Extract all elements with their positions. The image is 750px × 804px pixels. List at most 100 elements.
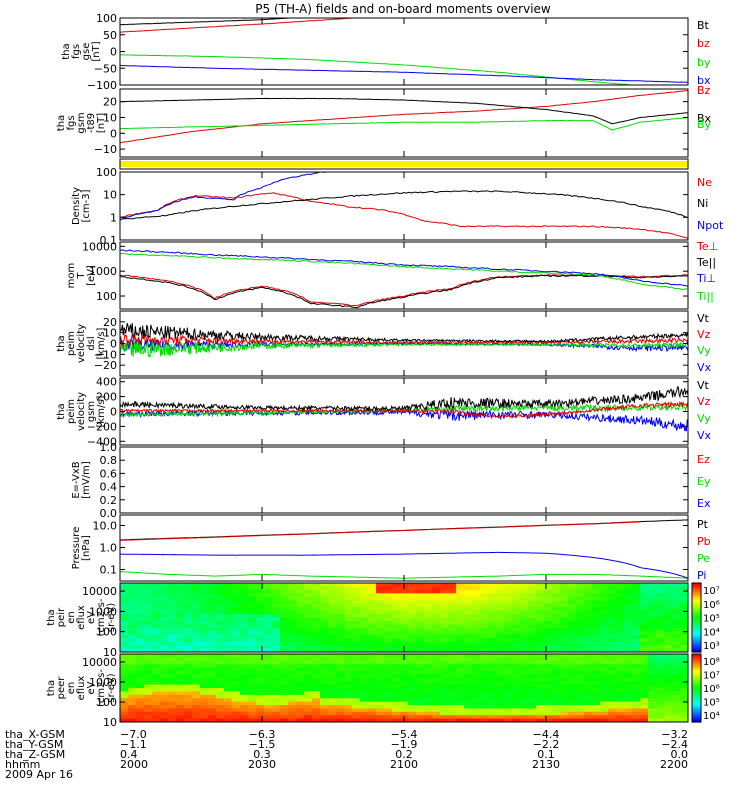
spectrogram-cell (144, 701, 153, 706)
spectrogram-cell (440, 648, 449, 652)
spectrogram-cell (288, 711, 297, 716)
spectrogram-cell (192, 711, 201, 716)
spectrogram-cell (128, 698, 137, 703)
spectrogram-cell (400, 671, 409, 675)
spectrogram-cell (592, 681, 601, 686)
spectrogram-cell (680, 677, 688, 682)
spectrogram-cell (568, 681, 577, 686)
spectrogram-cell (672, 705, 681, 709)
spectrogram-cell (192, 620, 201, 625)
spectrogram-cell (640, 677, 649, 682)
spectrogram-cell (440, 583, 449, 588)
spectrogram-cell (120, 638, 129, 643)
spectrogram-cell (488, 708, 497, 713)
colorbar-tick-label: 10³ (703, 641, 720, 652)
spectrogram-cell (408, 684, 417, 689)
spectrogram-cell (648, 681, 657, 686)
spectrogram-cell (168, 667, 177, 672)
spectrogram-cell (192, 694, 201, 699)
spectrogram-cell (480, 607, 489, 612)
spectrogram-cell (232, 583, 241, 588)
spectrogram-cell (296, 583, 305, 588)
spectrogram-cell (464, 718, 473, 722)
spectrogram-cell (592, 694, 601, 699)
spectrogram-cell (280, 674, 289, 679)
spectrogram-cell (680, 654, 688, 658)
spectrogram-cell (344, 620, 353, 625)
spectrogram-cell (296, 657, 305, 662)
spectrogram-cell (208, 631, 217, 636)
spectrogram-cell (360, 660, 369, 665)
spectrogram-cell (672, 641, 681, 646)
spectrogram-cell (360, 711, 369, 716)
spectrogram-cell (384, 688, 393, 692)
y-tick-label: 100 (96, 626, 117, 639)
y-tick-label: −10 (94, 143, 117, 156)
spectrogram-cell (432, 681, 441, 686)
spectrogram-cell (128, 593, 137, 598)
spectrogram-cell (464, 596, 473, 601)
spectrogram-cell (232, 627, 241, 632)
spectrogram-cell (232, 614, 241, 619)
spectrogram-cell (664, 641, 673, 646)
spectrogram-cell (456, 583, 465, 588)
spectrogram-cell (320, 641, 329, 646)
spectrogram-cell (432, 610, 441, 615)
spectrogram-cell (200, 638, 209, 643)
spectrogram-cell (560, 589, 569, 594)
spectrogram-cell (432, 603, 441, 608)
spectrogram-cell (256, 705, 265, 709)
spectrogram-cell (344, 600, 353, 605)
spectrogram-cell (504, 698, 513, 703)
spectrogram-cell (608, 603, 617, 608)
spectrogram-cell (544, 698, 553, 703)
spectrogram-cell (120, 694, 129, 699)
spectrogram-cell (680, 634, 688, 639)
spectrogram-cell (608, 600, 617, 605)
spectrogram-cell (320, 701, 329, 706)
spectrogram-cell (496, 586, 505, 591)
spectrogram-cell (576, 583, 585, 588)
spectrogram-cell (200, 667, 209, 672)
spectrogram-cell (520, 715, 529, 720)
spectrogram-cell (488, 634, 497, 639)
spectrogram-cell (672, 681, 681, 686)
spectrogram-cell (616, 671, 625, 675)
spectrogram-cell (488, 684, 497, 689)
spectrogram-cell (176, 593, 185, 598)
spectrogram-cell (600, 664, 609, 669)
spectrogram-cell (560, 701, 569, 706)
spectrogram-cell (120, 674, 129, 679)
spectrogram-cell (528, 684, 537, 689)
spectrogram-cell (192, 610, 201, 615)
spectrogram-cell (336, 617, 345, 622)
colorbar-segment (692, 703, 701, 707)
spectrogram-cell (512, 586, 521, 591)
y-tick-label: −400 (87, 435, 117, 448)
spectrogram-cell (120, 701, 129, 706)
spectrogram-cell (472, 684, 481, 689)
spectrogram-cell (264, 610, 273, 615)
legend-item: Vy (697, 344, 711, 357)
spectrogram-cell (592, 638, 601, 643)
spectrogram-cell (552, 674, 561, 679)
spectrogram-cell (128, 691, 137, 696)
spectrogram-cell (536, 677, 545, 682)
spectrogram-cell (464, 648, 473, 652)
spectrogram-cell (424, 583, 433, 588)
spectrogram-cell (504, 715, 513, 720)
footer-value: 2200 (660, 758, 688, 771)
spectrogram-cell (608, 705, 617, 709)
spectrogram-cell (624, 705, 633, 709)
spectrogram-cell (200, 600, 209, 605)
spectrogram-cell (648, 718, 657, 722)
spectrogram-cell (312, 667, 321, 672)
spectrogram-cell (488, 681, 497, 686)
spectrogram-cell (560, 711, 569, 716)
spectrogram-cell (144, 677, 153, 682)
spectrogram-cell (168, 607, 177, 612)
spectrogram-cell (248, 654, 257, 658)
spectrogram-cell (408, 701, 417, 706)
spectrogram-cell (592, 624, 601, 629)
spectrogram-cell (448, 627, 457, 632)
